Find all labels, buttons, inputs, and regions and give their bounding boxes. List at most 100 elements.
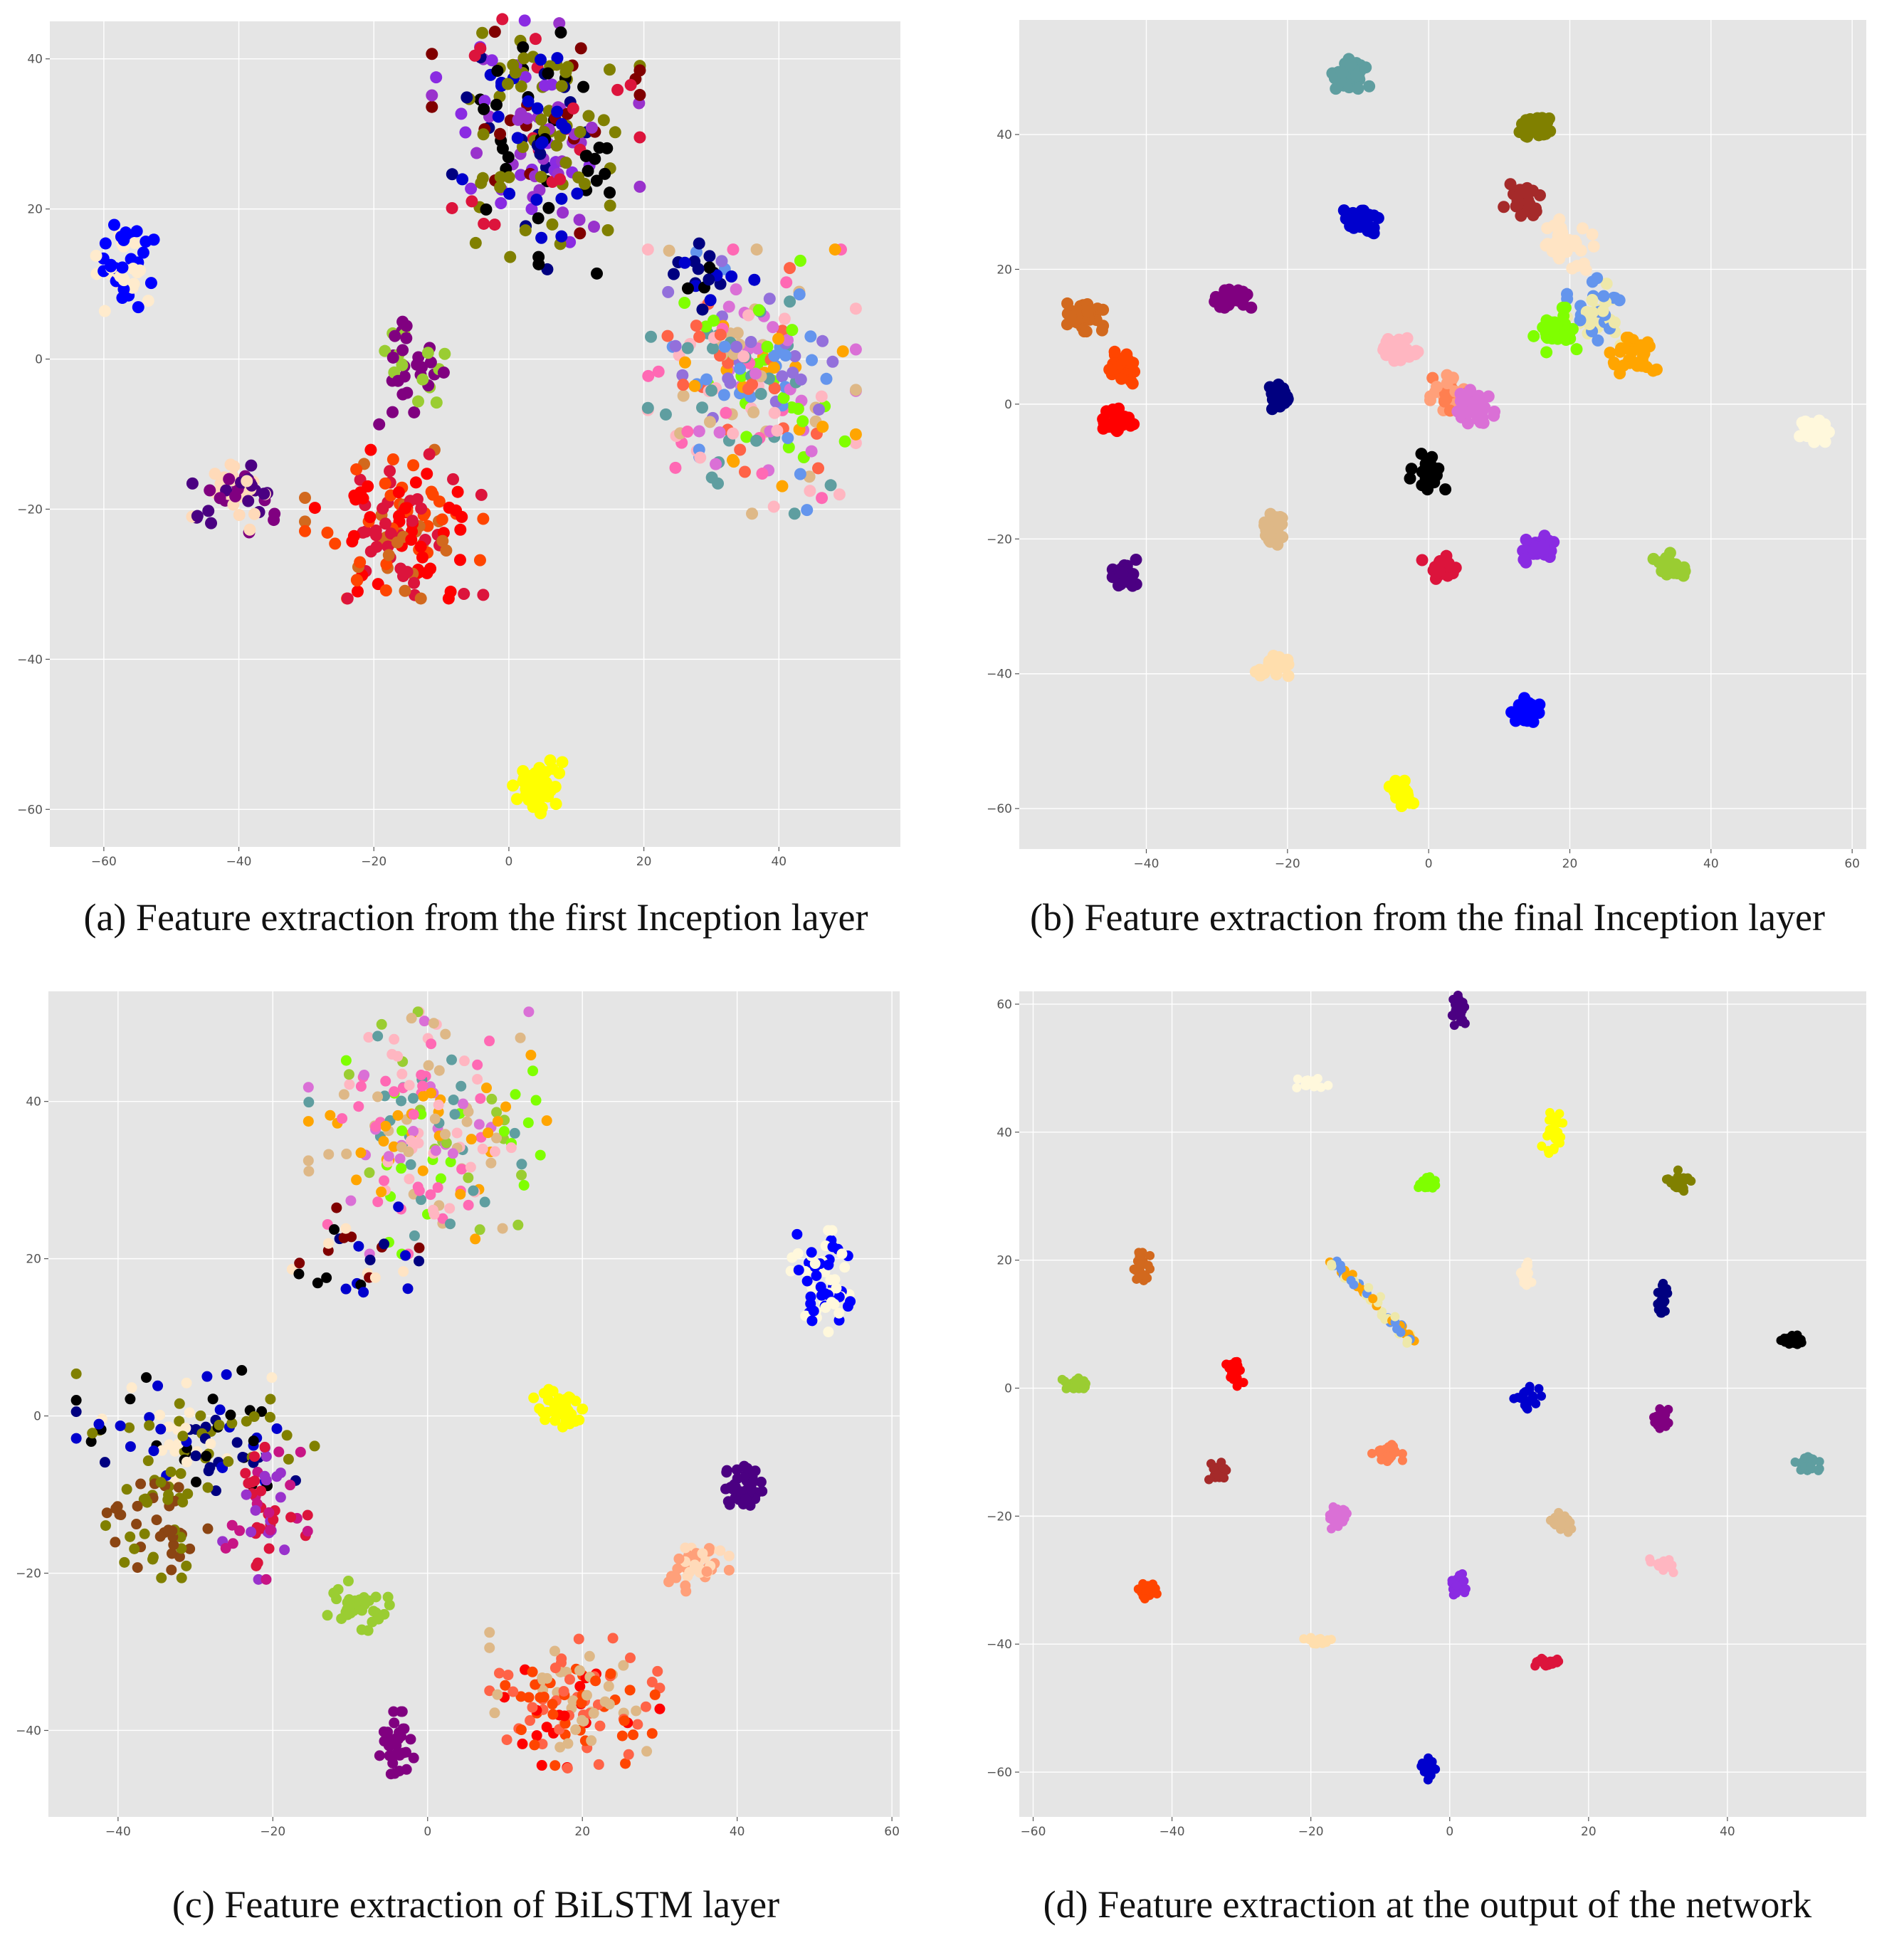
data-point	[1597, 290, 1610, 302]
data-point	[338, 1089, 349, 1100]
data-point	[329, 1224, 340, 1235]
y-tick-label: −20	[17, 502, 43, 517]
data-point	[492, 1116, 503, 1127]
data-point	[654, 1703, 666, 1714]
data-point	[618, 1660, 629, 1671]
data-point	[1794, 430, 1806, 443]
data-point	[256, 1485, 267, 1497]
data-point	[489, 1146, 500, 1157]
data-point	[1383, 780, 1396, 793]
data-point	[1527, 330, 1540, 342]
data-point	[713, 426, 726, 439]
data-point	[176, 1572, 187, 1583]
data-point	[396, 569, 409, 582]
data-point	[529, 1739, 540, 1751]
data-point	[303, 1082, 314, 1093]
data-point	[641, 1746, 653, 1757]
data-point	[474, 1224, 485, 1235]
data-point	[1520, 533, 1532, 546]
data-point	[495, 197, 507, 210]
x-tick-label: 60	[1844, 857, 1860, 871]
data-point	[1352, 212, 1364, 225]
x-tick-label: −60	[1021, 1825, 1046, 1839]
data-point	[1433, 565, 1446, 578]
data-point	[604, 186, 616, 199]
data-point	[730, 340, 743, 353]
data-point	[694, 451, 707, 464]
data-point	[221, 1369, 232, 1380]
data-point	[459, 126, 472, 139]
data-point	[182, 1488, 194, 1500]
data-point	[527, 1702, 538, 1713]
data-point	[594, 1720, 606, 1732]
data-point	[535, 231, 548, 244]
data-point	[376, 1018, 387, 1030]
data-point	[704, 294, 717, 307]
data-point	[620, 1758, 631, 1769]
data-point	[484, 1642, 495, 1653]
data-point	[1504, 178, 1517, 191]
data-point	[740, 1493, 752, 1504]
data-point	[265, 1524, 276, 1536]
data-point	[1118, 354, 1131, 367]
data-point	[820, 372, 833, 385]
data-point	[99, 237, 112, 250]
data-point	[140, 236, 152, 248]
data-point	[577, 1714, 588, 1726]
data-point	[1597, 305, 1609, 317]
data-point	[303, 1097, 315, 1108]
data-point	[1340, 1513, 1350, 1523]
data-point	[223, 473, 236, 485]
data-point	[1137, 1270, 1147, 1280]
data-point	[558, 1685, 569, 1697]
data-point	[1530, 205, 1542, 218]
data-point	[678, 256, 691, 269]
data-point	[777, 391, 790, 404]
data-point	[346, 1231, 357, 1243]
data-point	[725, 270, 738, 283]
data-point	[373, 1613, 384, 1625]
data-point	[408, 1126, 419, 1137]
data-point	[688, 379, 701, 392]
data-point	[507, 1686, 519, 1697]
data-point	[466, 195, 478, 208]
data-point	[373, 418, 386, 431]
data-point	[1389, 1441, 1399, 1451]
plot-area	[48, 991, 900, 1817]
data-point	[849, 428, 862, 441]
data-point	[1352, 83, 1364, 95]
data-point	[1647, 364, 1660, 377]
data-point	[137, 246, 149, 259]
data-point	[1372, 211, 1384, 224]
data-point	[258, 488, 270, 500]
data-point	[517, 1738, 528, 1749]
data-point	[409, 476, 422, 489]
data-point	[567, 1695, 579, 1707]
data-point	[693, 237, 705, 250]
data-point	[407, 459, 420, 472]
data-point	[236, 1364, 248, 1376]
data-point	[1232, 1373, 1242, 1383]
data-point	[453, 554, 466, 566]
data-point	[701, 1566, 712, 1577]
data-point	[816, 421, 829, 433]
data-point	[1377, 1310, 1387, 1320]
data-point	[293, 1268, 305, 1280]
data-point	[458, 587, 470, 600]
data-point	[400, 1250, 411, 1261]
data-point	[641, 401, 654, 414]
data-point	[210, 1485, 221, 1497]
data-point	[498, 1126, 510, 1137]
data-point	[279, 1544, 290, 1556]
data-point	[1615, 342, 1628, 355]
data-point	[442, 592, 455, 605]
data-point	[1421, 483, 1434, 496]
data-point	[340, 1223, 352, 1234]
data-point	[768, 382, 781, 395]
y-tick-label: 20	[27, 203, 43, 217]
data-point	[624, 78, 637, 91]
data-point	[246, 1527, 257, 1538]
data-point	[407, 1092, 419, 1104]
data-point	[364, 1254, 376, 1265]
data-point	[331, 1202, 342, 1213]
